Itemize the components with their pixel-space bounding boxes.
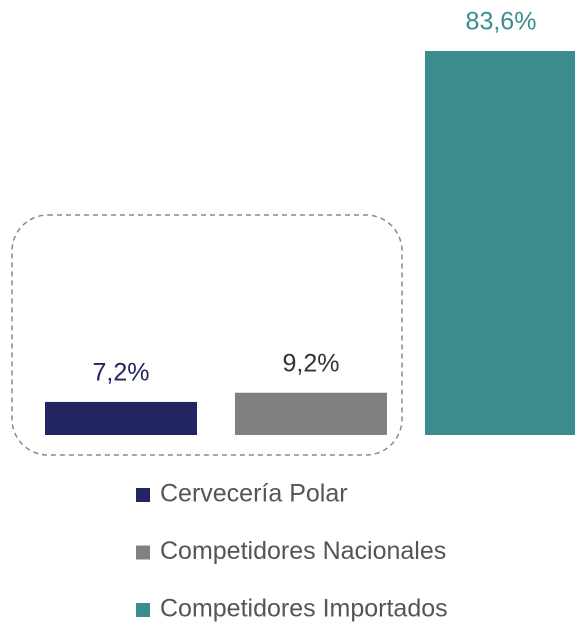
value-label: 7,2% <box>93 359 150 387</box>
legend-label: Competidores Nacionales <box>160 537 446 565</box>
legend-label: Cervecería Polar <box>160 480 348 508</box>
bar <box>235 392 387 435</box>
value-label: 83,6% <box>466 8 537 36</box>
legend-swatch <box>136 545 150 560</box>
bar <box>45 401 197 435</box>
legend-label: Competidores Importados <box>160 595 448 623</box>
highlight-box <box>11 214 403 456</box>
bar <box>425 51 575 435</box>
value-label: 9,2% <box>283 349 340 377</box>
legend-swatch <box>136 488 150 502</box>
legend-swatch <box>136 603 150 617</box>
